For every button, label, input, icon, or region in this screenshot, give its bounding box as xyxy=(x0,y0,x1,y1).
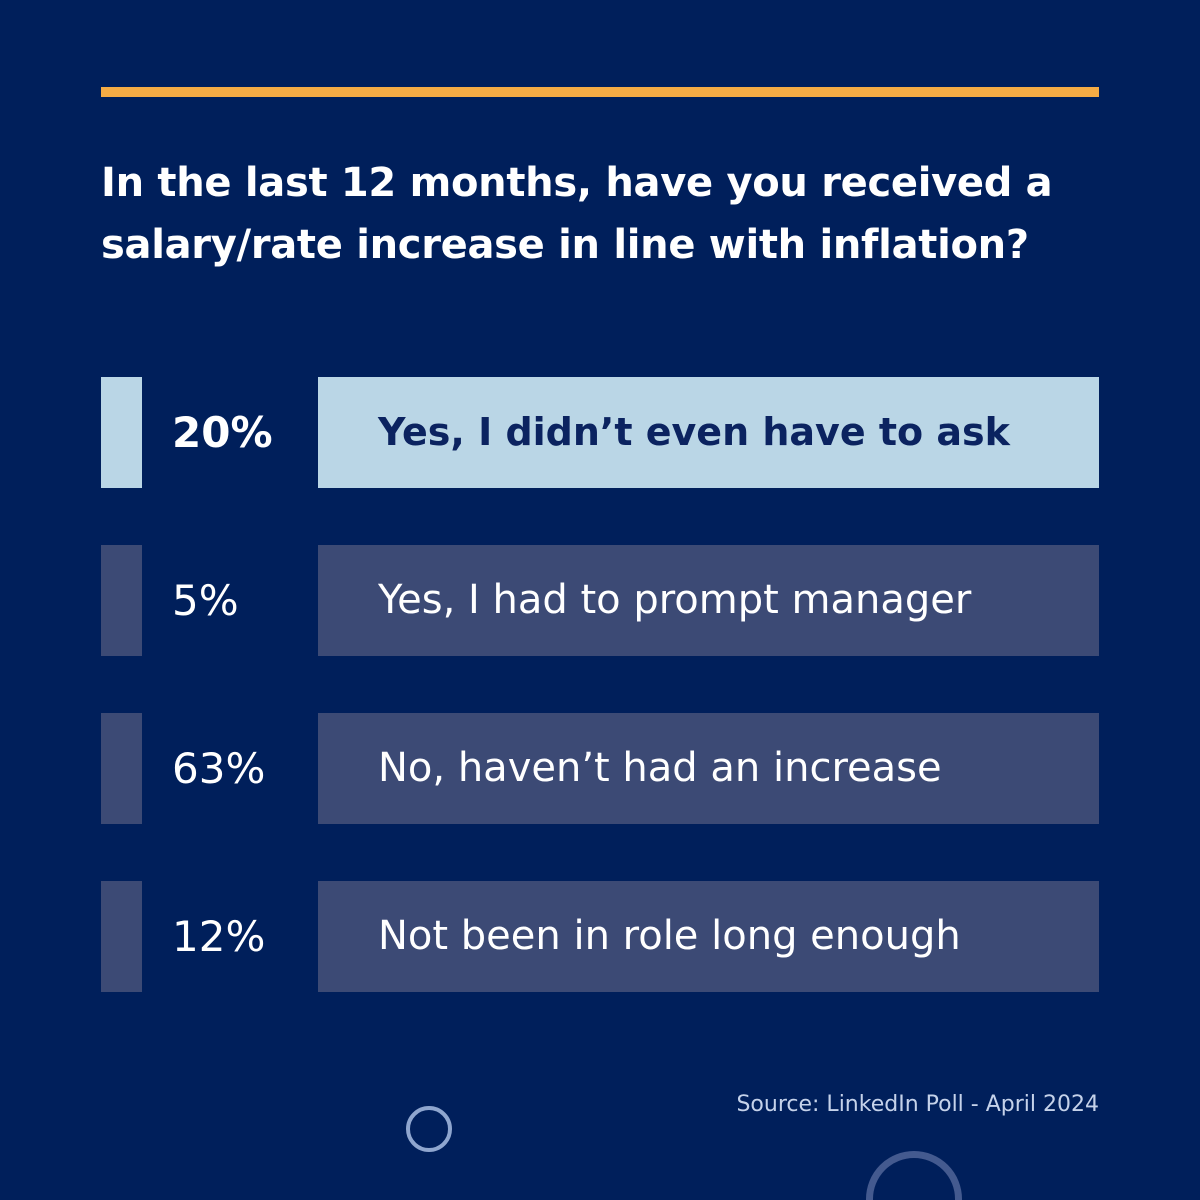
percent-label: 12% xyxy=(172,912,266,961)
row-marker xyxy=(101,545,142,656)
answer-box: Yes, I had to prompt manager xyxy=(318,545,1099,656)
answer-label: Yes, I didn’t even have to ask xyxy=(378,410,1010,454)
circle-outline-icon xyxy=(866,1151,962,1200)
source-note: Source: LinkedIn Poll - April 2024 xyxy=(736,1092,1099,1117)
poll-row: 12% Not been in role long enough xyxy=(101,881,1099,992)
chart-title: In the last 12 months, have you received… xyxy=(101,160,1053,268)
row-marker xyxy=(101,881,142,992)
poll-row: 5% Yes, I had to prompt manager xyxy=(101,545,1099,656)
poll-row: 20% Yes, I didn’t even have to ask xyxy=(101,377,1099,488)
answer-box: No, haven’t had an increase xyxy=(318,713,1099,824)
poll-row: 63% No, haven’t had an increase xyxy=(101,713,1099,824)
row-marker xyxy=(101,713,142,824)
answer-label: No, haven’t had an increase xyxy=(378,745,942,791)
percent-label: 20% xyxy=(172,408,273,457)
row-marker xyxy=(101,377,142,488)
circle-outline-icon xyxy=(406,1106,452,1152)
answer-box: Not been in role long enough xyxy=(318,881,1099,992)
answer-label: Yes, I had to prompt manager xyxy=(378,577,972,623)
percent-label: 63% xyxy=(172,744,266,793)
answer-box: Yes, I didn’t even have to ask xyxy=(318,377,1099,488)
answer-label: Not been in role long enough xyxy=(378,913,961,959)
accent-bar xyxy=(101,87,1099,97)
percent-label: 5% xyxy=(172,576,239,625)
